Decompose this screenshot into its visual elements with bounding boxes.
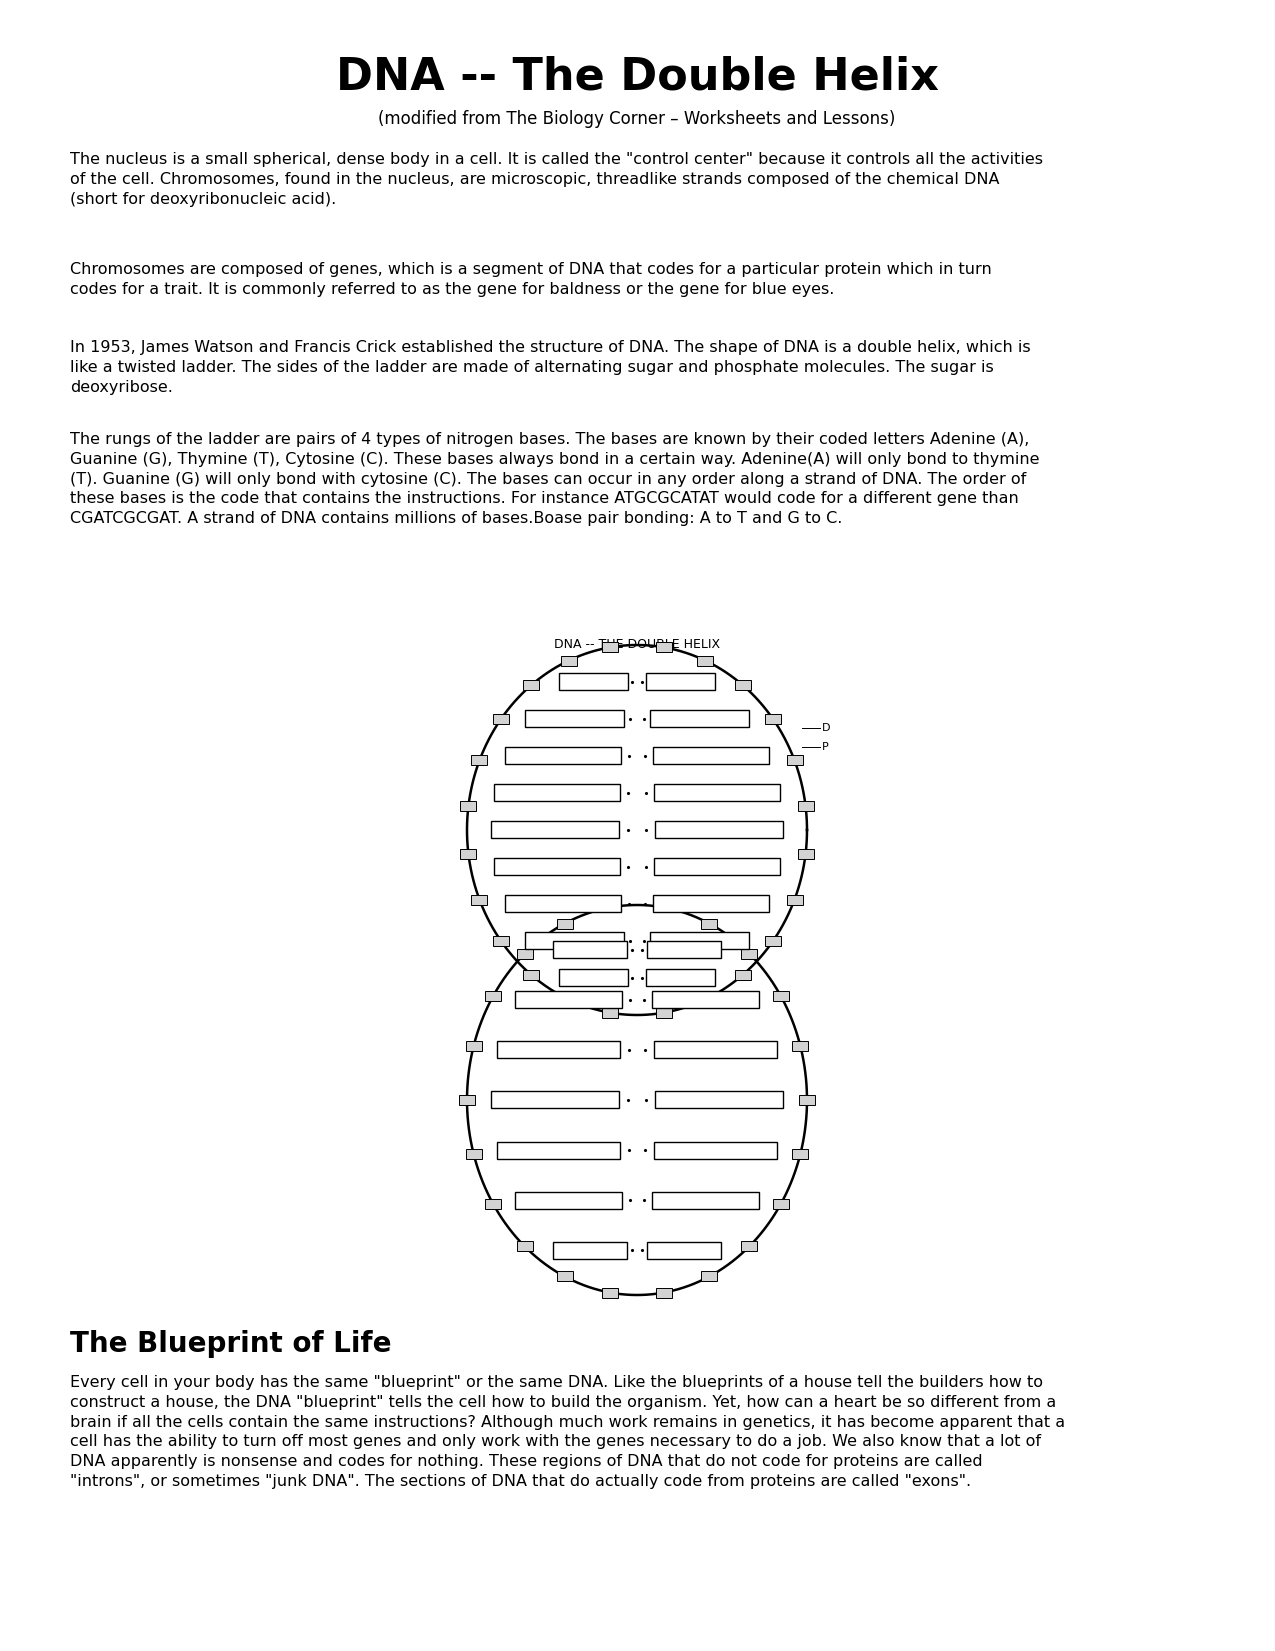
Text: The Blueprint of Life: The Blueprint of Life <box>70 1331 391 1359</box>
Bar <box>495 784 620 801</box>
Bar <box>799 1095 815 1105</box>
Bar <box>472 895 487 905</box>
Bar <box>558 969 627 987</box>
Bar <box>525 933 623 949</box>
Bar <box>734 680 751 690</box>
Text: DNA -- The Double Helix: DNA -- The Double Helix <box>335 54 938 97</box>
Bar <box>602 642 618 652</box>
Bar <box>701 918 718 928</box>
Bar <box>465 1149 482 1159</box>
Bar <box>654 1091 783 1108</box>
Bar <box>648 941 722 958</box>
Bar <box>765 936 782 946</box>
Bar <box>773 1200 788 1210</box>
Bar <box>602 1007 618 1017</box>
Text: D: D <box>822 723 830 733</box>
Bar <box>602 903 618 913</box>
Bar <box>602 1288 618 1298</box>
Bar <box>557 1271 572 1281</box>
Bar <box>787 756 802 766</box>
Bar <box>561 655 576 665</box>
Bar <box>561 994 576 1004</box>
Bar <box>653 895 769 913</box>
Bar <box>650 710 748 728</box>
Bar <box>465 1040 482 1050</box>
Bar <box>646 969 715 987</box>
Bar <box>697 994 714 1004</box>
Bar <box>792 1149 808 1159</box>
Bar <box>654 859 779 875</box>
Bar <box>655 903 672 913</box>
Bar <box>653 748 769 764</box>
Bar <box>460 849 477 859</box>
Bar <box>516 1242 533 1251</box>
Bar <box>486 991 501 1001</box>
Bar <box>655 1007 672 1017</box>
Bar <box>495 859 620 875</box>
Bar <box>654 784 779 801</box>
Bar <box>491 822 620 839</box>
Bar <box>497 1141 620 1159</box>
Bar <box>525 710 623 728</box>
Bar <box>742 1242 757 1251</box>
Bar <box>654 1141 778 1159</box>
Text: P: P <box>822 741 829 751</box>
Text: The nucleus is a small spherical, dense body in a cell. It is called the "contro: The nucleus is a small spherical, dense … <box>70 152 1043 206</box>
Bar <box>459 1095 476 1105</box>
Bar <box>491 1091 620 1108</box>
Bar <box>472 756 487 766</box>
Bar <box>798 849 813 859</box>
Bar <box>654 822 783 839</box>
Bar <box>486 1200 501 1210</box>
Bar <box>798 801 813 811</box>
Bar <box>792 1040 808 1050</box>
Bar <box>773 991 788 1001</box>
Bar <box>701 1271 718 1281</box>
Text: The rungs of the ladder are pairs of 4 types of nitrogen bases. The bases are kn: The rungs of the ladder are pairs of 4 t… <box>70 433 1039 527</box>
Bar <box>523 969 539 981</box>
Text: (modified from The Biology Corner – Worksheets and Lessons): (modified from The Biology Corner – Work… <box>379 111 895 129</box>
Bar <box>558 674 627 690</box>
Bar <box>655 1288 672 1298</box>
Text: DNA -- THE DOUBLE HELIX: DNA -- THE DOUBLE HELIX <box>553 637 720 650</box>
Bar <box>505 748 621 764</box>
Bar <box>523 680 539 690</box>
Bar <box>742 949 757 959</box>
Bar <box>557 918 572 928</box>
Bar <box>493 715 509 725</box>
Bar <box>515 1192 622 1209</box>
Bar <box>497 1042 620 1058</box>
Bar <box>654 1042 778 1058</box>
Bar <box>493 936 509 946</box>
Bar <box>652 991 759 1009</box>
Bar <box>650 933 748 949</box>
Bar <box>646 674 715 690</box>
Bar <box>516 949 533 959</box>
Bar <box>787 895 802 905</box>
Bar <box>460 801 477 811</box>
Bar <box>553 941 627 958</box>
Bar <box>697 655 714 665</box>
Bar <box>734 969 751 981</box>
Text: In 1953, James Watson and Francis Crick established the structure of DNA. The sh: In 1953, James Watson and Francis Crick … <box>70 340 1030 395</box>
Bar <box>515 991 622 1009</box>
Text: Every cell in your body has the same "blueprint" or the same DNA. Like the bluep: Every cell in your body has the same "bl… <box>70 1375 1065 1489</box>
Bar <box>655 642 672 652</box>
Bar <box>505 895 621 913</box>
Text: Chromosomes are composed of genes, which is a segment of DNA that codes for a pa: Chromosomes are composed of genes, which… <box>70 263 992 297</box>
Bar <box>765 715 782 725</box>
Bar <box>648 1242 722 1260</box>
Bar <box>652 1192 759 1209</box>
Bar <box>553 1242 627 1260</box>
